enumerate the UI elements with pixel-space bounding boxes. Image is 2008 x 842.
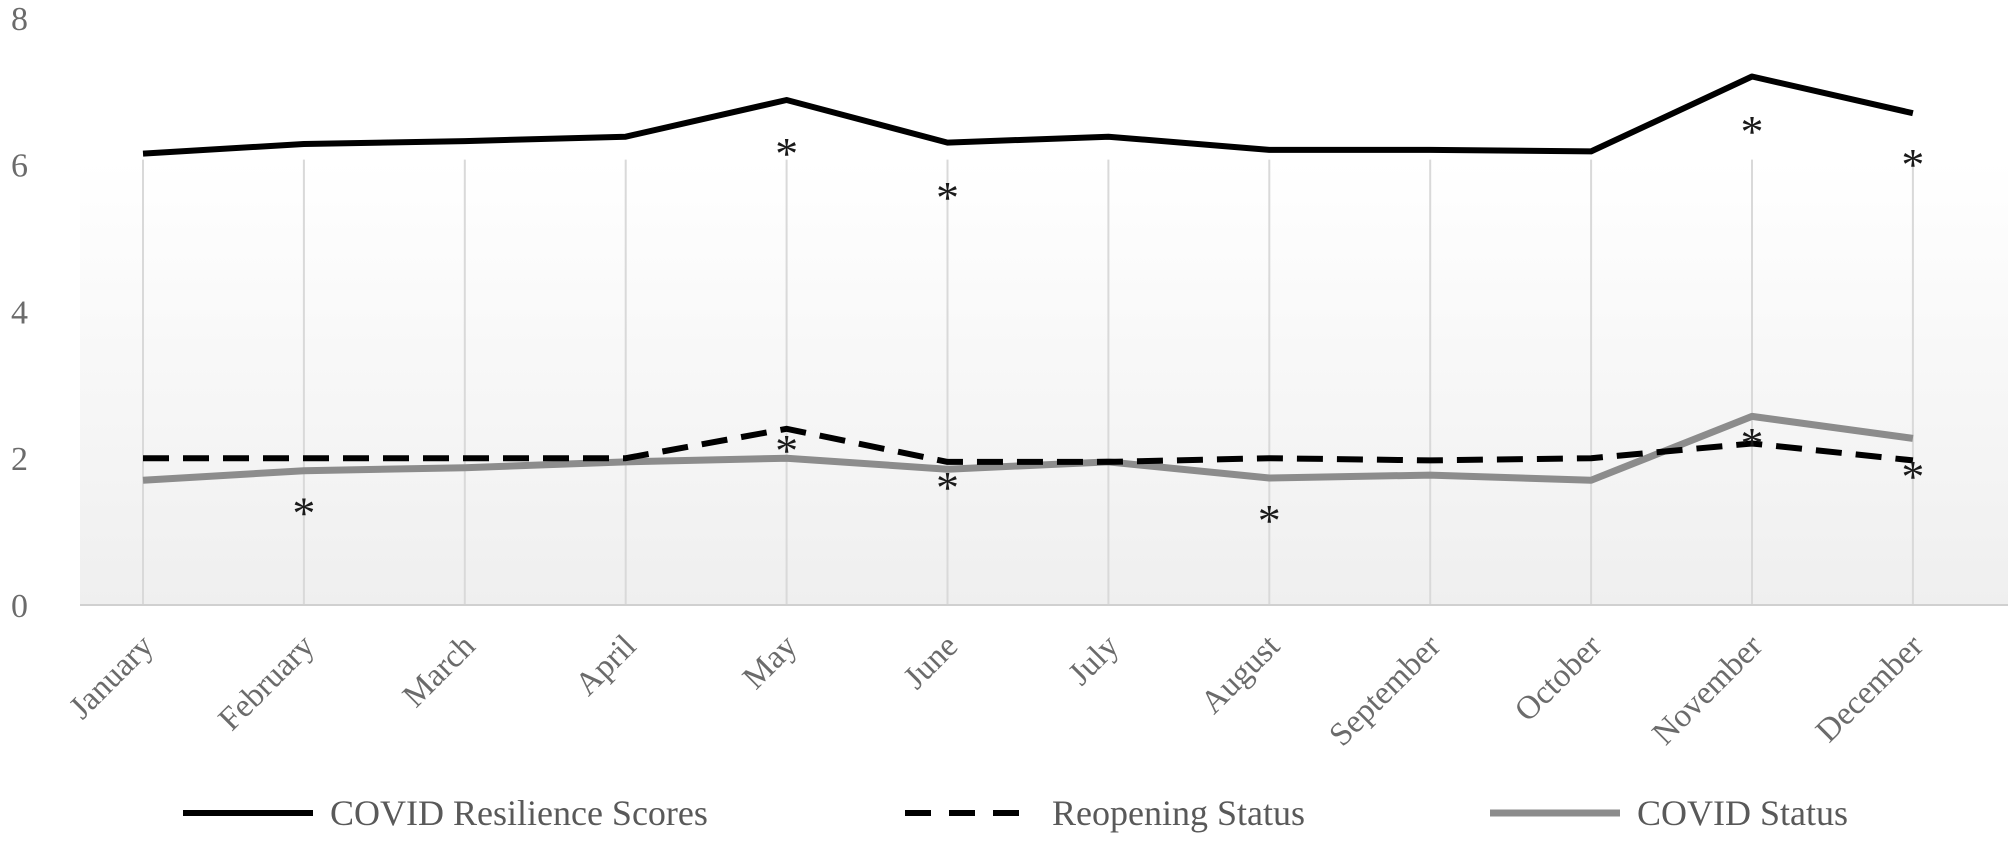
x-tick-label: June — [897, 628, 965, 696]
legend-label: COVID Status — [1637, 793, 1848, 833]
significance-asterisk: * — [936, 172, 959, 223]
significance-asterisk: * — [1901, 139, 1924, 190]
significance-asterisk: * — [1258, 495, 1281, 546]
legend: COVID Resilience Scores Reopening Status C… — [183, 793, 1848, 833]
y-tick-label: 6 — [11, 148, 28, 185]
gridlines — [142, 159, 1914, 605]
significance-asterisk: * — [775, 425, 798, 476]
x-tick-label: July — [1062, 628, 1127, 693]
x-tick-label: April — [569, 628, 644, 703]
series-line-reopening-status — [143, 425, 1914, 465]
significance-asterisk: * — [1901, 451, 1924, 502]
x-tick-label: January — [63, 628, 161, 726]
series-lines — [142, 73, 1914, 484]
x-tick-label: March — [396, 628, 483, 715]
x-tick-label: October — [1508, 628, 1609, 729]
significance-asterisk: * — [936, 462, 959, 513]
x-tick-label: November — [1646, 628, 1770, 752]
y-tick-label: 4 — [11, 294, 28, 331]
legend-label: Reopening Status — [1052, 793, 1305, 833]
series-line-covid-resilience-scores — [142, 73, 1914, 157]
x-tick-label: August — [1194, 628, 1287, 721]
y-tick-label: 0 — [11, 588, 28, 625]
y-tick-label: 2 — [11, 441, 28, 478]
series-line-covid-status — [142, 412, 1914, 484]
x-tick-label: December — [1809, 628, 1930, 749]
x-tick-label: September — [1323, 628, 1448, 753]
annotations: * * * * * * * * * * — [292, 106, 1924, 546]
legend-label: COVID Resilience Scores — [330, 793, 708, 833]
significance-asterisk: * — [292, 488, 315, 539]
significance-asterisk: * — [1741, 106, 1764, 157]
y-tick-label: 8 — [11, 1, 28, 38]
plot-area-background — [80, 160, 2008, 605]
significance-asterisk: * — [1741, 418, 1764, 469]
significance-asterisk: * — [775, 128, 798, 179]
x-tick-label: February — [212, 628, 322, 738]
x-tick-label: May — [736, 628, 805, 697]
